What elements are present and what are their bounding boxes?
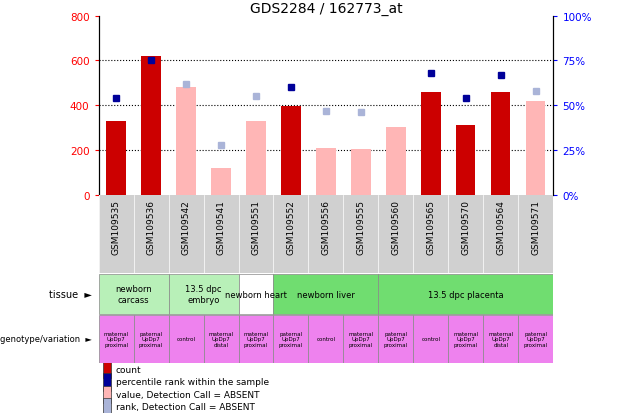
Text: maternal
UpDp7
distal: maternal UpDp7 distal [209,331,233,347]
Bar [378,274,553,314]
Text: GSM109536: GSM109536 [146,199,156,254]
Bar [169,315,204,363]
Bar [421,93,441,195]
Bar [99,274,169,314]
Text: newborn
carcass: newborn carcass [115,285,152,304]
Text: GSM109570: GSM109570 [461,199,471,254]
Text: paternal
UpDp7
proximal: paternal UpDp7 proximal [524,331,548,347]
Text: GSM109535: GSM109535 [111,199,121,254]
Bar [103,373,111,391]
Bar [351,150,371,195]
Text: maternal
UpDp7
proximal: maternal UpDp7 proximal [453,331,478,347]
Bar [141,57,161,195]
Text: GSM109555: GSM109555 [356,199,366,254]
Text: maternal
UpDp7
proximal: maternal UpDp7 proximal [104,331,128,347]
Text: paternal
UpDp7
proximal: paternal UpDp7 proximal [279,331,303,347]
Bar [448,315,483,363]
Bar [238,315,273,363]
Bar [211,169,231,195]
Text: control: control [422,337,440,342]
Text: count: count [116,365,141,374]
Bar [176,88,196,195]
Bar [134,315,169,363]
Text: rank, Detection Call = ABSENT: rank, Detection Call = ABSENT [116,402,255,411]
Bar [204,315,238,363]
Bar [103,398,111,413]
Bar [386,127,406,195]
Bar [281,107,301,195]
Text: GSM109560: GSM109560 [391,199,401,254]
Bar [246,122,266,195]
Text: GSM109541: GSM109541 [216,199,226,254]
Bar [103,386,111,403]
Bar [518,315,553,363]
Title: GDS2284 / 162773_at: GDS2284 / 162773_at [250,2,402,16]
Bar [456,126,476,195]
Bar [106,122,126,195]
Text: 13.5 dpc
embryo: 13.5 dpc embryo [185,285,222,304]
Text: GSM109565: GSM109565 [426,199,436,254]
Bar [273,315,308,363]
Text: control: control [317,337,335,342]
Text: maternal
UpDp7
proximal: maternal UpDp7 proximal [349,331,373,347]
Text: newborn heart: newborn heart [225,290,287,299]
Text: newborn liver: newborn liver [297,290,355,299]
Text: GSM109551: GSM109551 [251,199,261,254]
Bar [343,315,378,363]
Bar [169,274,238,314]
Text: GSM109556: GSM109556 [321,199,331,254]
Text: control: control [177,337,195,342]
Bar [273,274,378,314]
Bar [103,361,111,378]
Bar [491,93,511,195]
Text: paternal
UpDp7
proximal: paternal UpDp7 proximal [139,331,163,347]
Text: GSM109552: GSM109552 [286,199,296,254]
Text: percentile rank within the sample: percentile rank within the sample [116,377,269,386]
Bar [378,315,413,363]
Text: genotype/variation  ►: genotype/variation ► [1,335,92,344]
Text: GSM109542: GSM109542 [181,199,191,254]
Text: value, Detection Call = ABSENT: value, Detection Call = ABSENT [116,390,259,399]
Bar [308,315,343,363]
Text: maternal
UpDp7
proximal: maternal UpDp7 proximal [244,331,268,347]
Text: GSM109571: GSM109571 [531,199,541,254]
Text: maternal
UpDp7
distal: maternal UpDp7 distal [488,331,513,347]
Bar [99,315,134,363]
Bar [483,315,518,363]
Text: 13.5 dpc placenta: 13.5 dpc placenta [428,290,504,299]
Text: GSM109564: GSM109564 [496,199,506,254]
Text: tissue  ►: tissue ► [50,289,92,299]
Bar [526,102,546,195]
Bar [413,315,448,363]
Bar [238,274,273,314]
Bar [316,149,336,195]
Text: paternal
UpDp7
proximal: paternal UpDp7 proximal [384,331,408,347]
